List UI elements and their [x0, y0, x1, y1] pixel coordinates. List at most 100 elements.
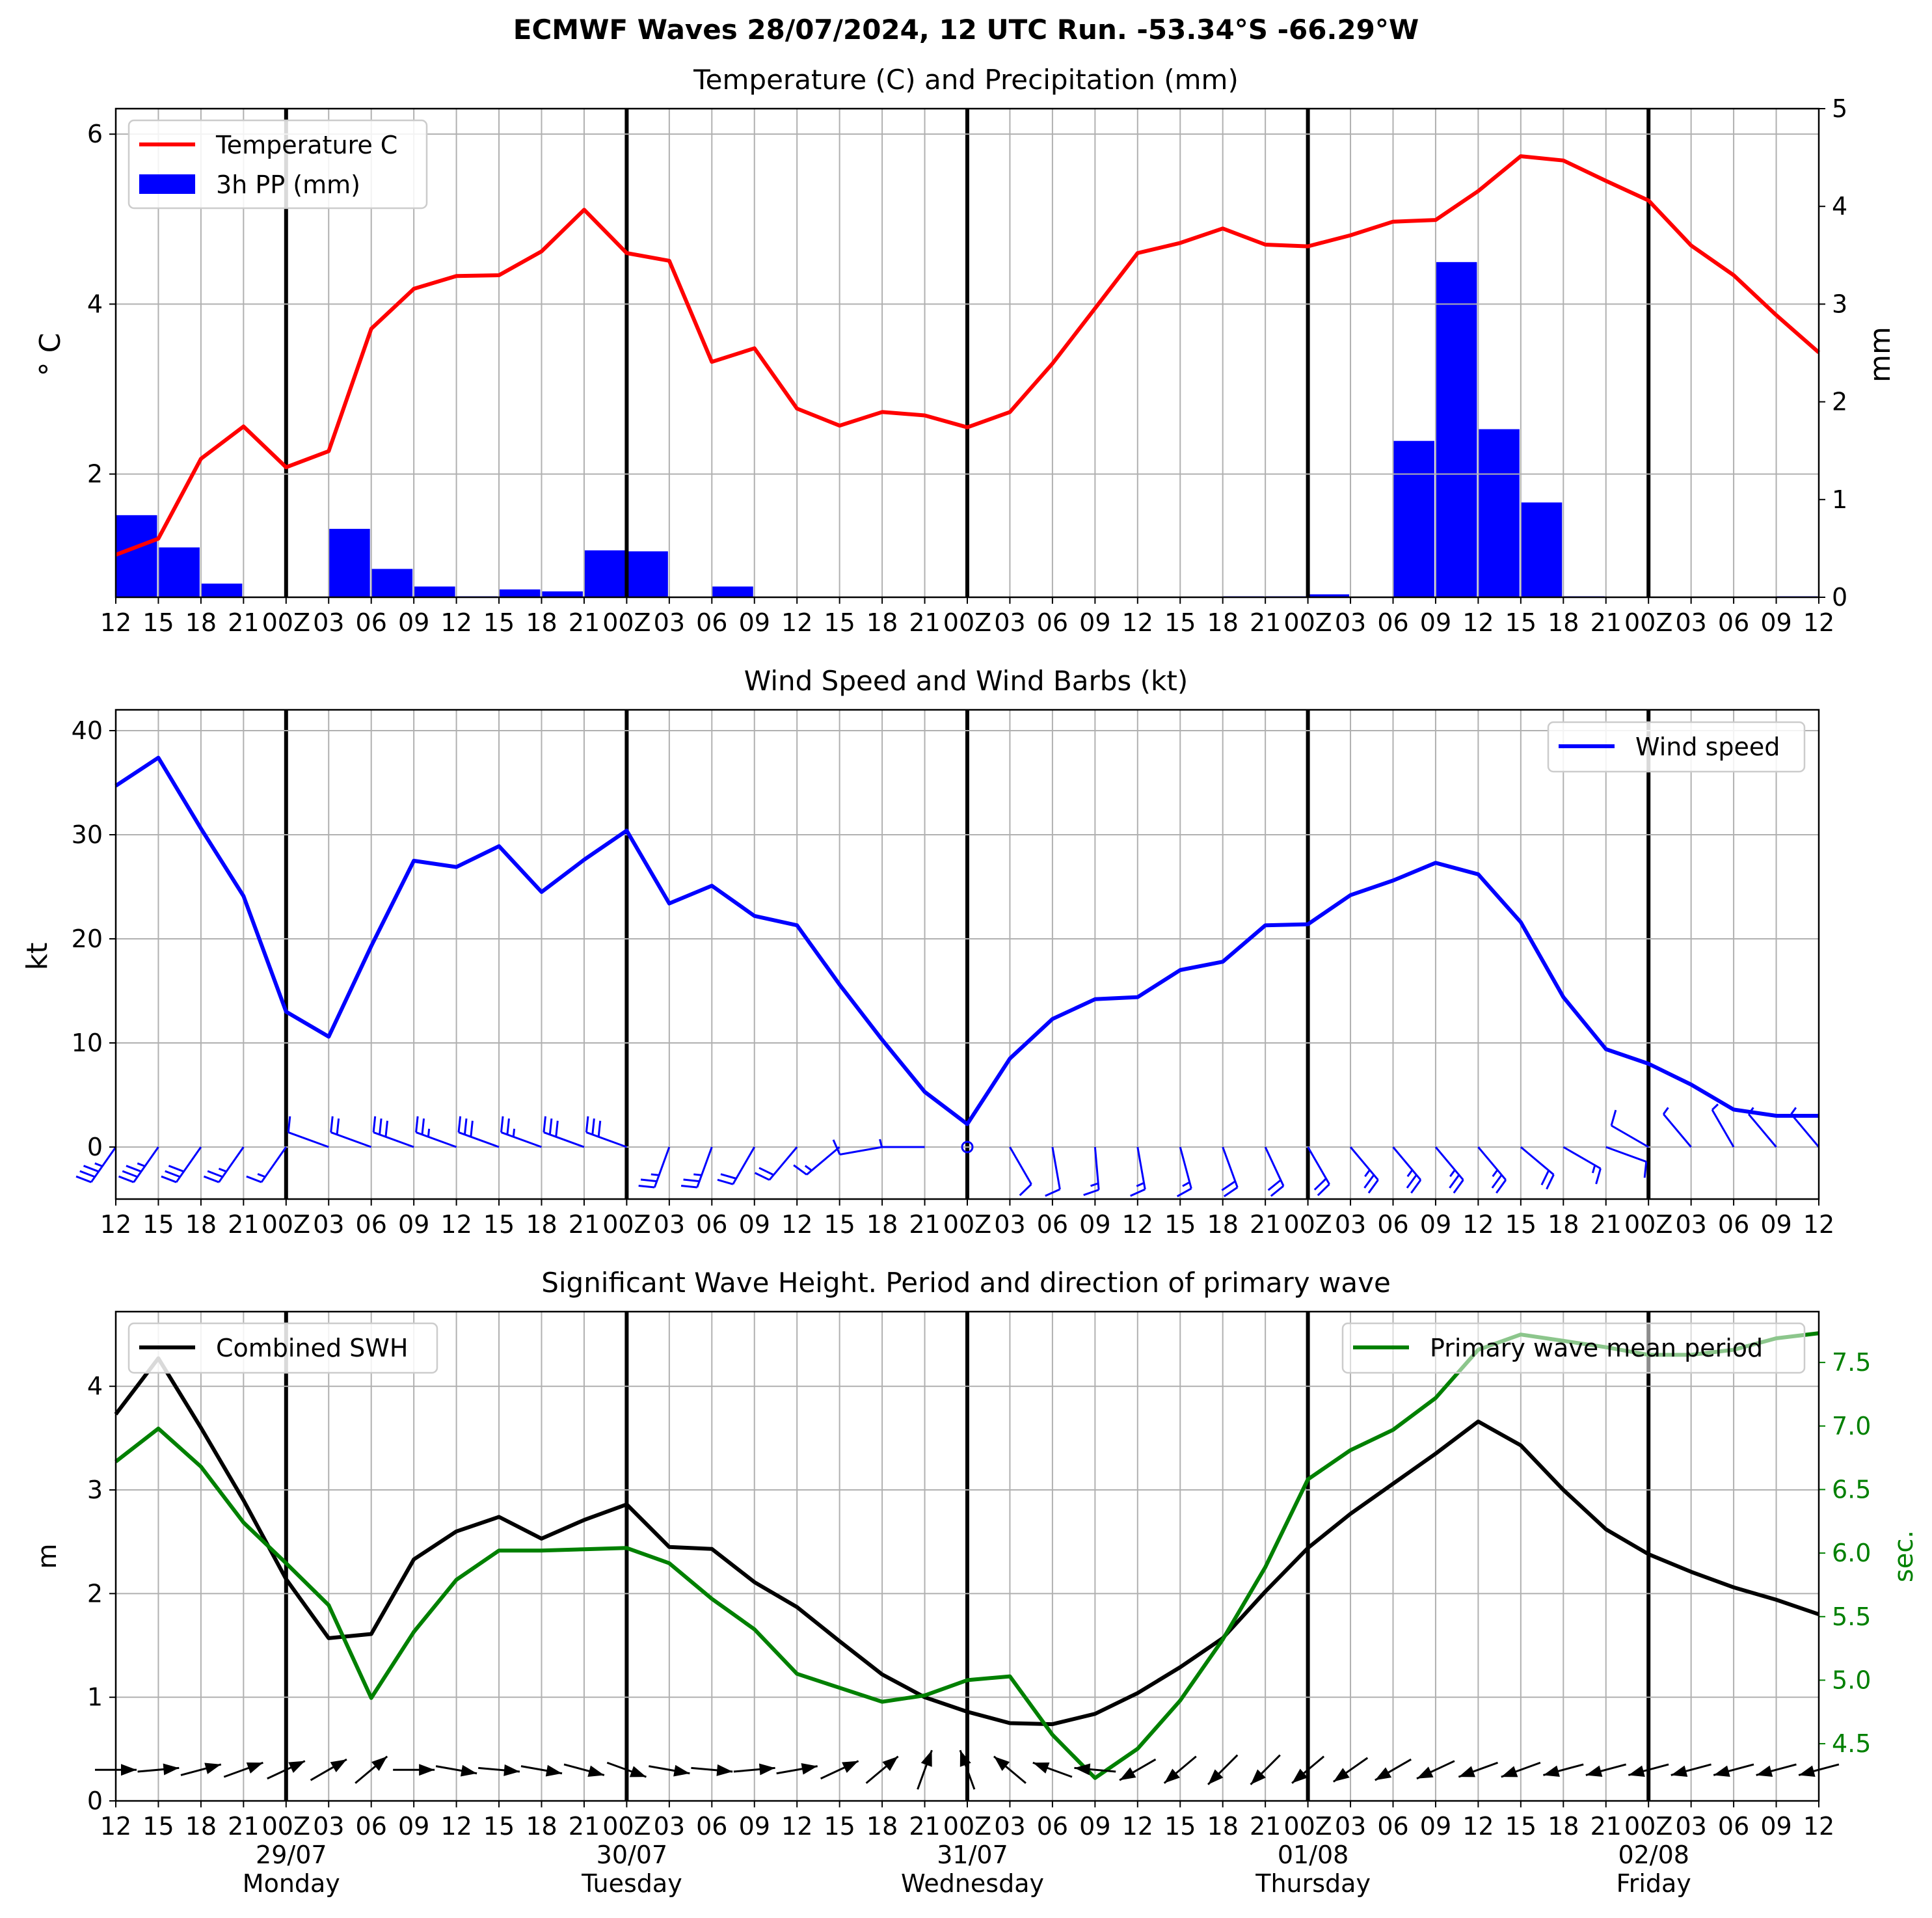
x-tick-label: 21: [228, 1210, 259, 1239]
x-tick-label: 06: [1377, 608, 1408, 637]
wind-barb-feather: [1270, 1185, 1284, 1197]
wave-direction-arrow: [1291, 1755, 1325, 1784]
wave-arrow-head: [993, 1756, 1010, 1771]
wind-barb: [1349, 1146, 1379, 1194]
wave-arrow-head: [882, 1756, 898, 1771]
wind-barb-feather: [1019, 1183, 1032, 1196]
wind-barb-shaft: [1051, 1146, 1061, 1190]
wind-barb-shaft: [1009, 1146, 1032, 1185]
wind-barb: [415, 1116, 457, 1148]
wind-barb-feather: [161, 1175, 177, 1183]
x-tick-label: 15: [1164, 1210, 1196, 1239]
y-tick-label: 3: [87, 1476, 103, 1504]
wind-barb: [1434, 1146, 1464, 1194]
wind-barb: [1663, 1107, 1692, 1148]
wind-barb-feather: [463, 1118, 468, 1135]
x-tick-label: 03: [1675, 1812, 1706, 1841]
wind-barb-feather: [1610, 1109, 1617, 1126]
swh-line: [114, 1356, 1819, 1727]
wave-direction-arrow: [1585, 1763, 1627, 1777]
precip-bar: [200, 583, 243, 597]
panel-title-wind: Wind Speed and Wind Barbs (kt): [744, 665, 1188, 697]
wind-barb-feather: [591, 1118, 595, 1135]
wind-barb-feather: [1083, 1189, 1099, 1196]
wind-barb-shaft: [1520, 1146, 1555, 1176]
x-tick-label: 00Z: [1624, 1812, 1672, 1841]
precip-bar: [158, 547, 200, 597]
wind-barb-feather: [246, 1175, 262, 1183]
wave-direction-arrow: [223, 1761, 263, 1778]
wind-barb-feather: [638, 1184, 655, 1189]
y-right-tick-label: 5: [1832, 94, 1847, 123]
wind-barb-feather: [122, 1170, 138, 1178]
x-tick-label: 21: [1250, 1812, 1281, 1841]
x-tick-label: 06: [1718, 608, 1749, 637]
wave-arrow-head: [1250, 1769, 1266, 1785]
legend-swh: Combined SWH: [127, 1322, 438, 1374]
wind-barb: [717, 1146, 756, 1185]
wind-barb: [1392, 1146, 1422, 1194]
wind-barb: [793, 1146, 840, 1176]
precip-bar: [1393, 440, 1434, 597]
x-tick-label: 21: [569, 1210, 600, 1239]
x-tick-label: 15: [142, 1210, 174, 1239]
wind-barb-feather: [1367, 1179, 1379, 1194]
precip-bar: [1520, 502, 1563, 597]
wind-barb: [1790, 1107, 1820, 1148]
wind-barb-feather: [793, 1164, 807, 1176]
x-tick-label: 12: [440, 608, 472, 637]
x-tick-label: 03: [654, 1812, 685, 1841]
wind-barb-shaft: [288, 1131, 329, 1148]
wave-arrow-head: [1799, 1765, 1816, 1777]
x-tick-label: 09: [1079, 1812, 1110, 1841]
wind-barb-half-feather: [512, 1128, 516, 1137]
wave-arrow-head: [629, 1766, 647, 1777]
wind-barb-shaft: [806, 1146, 840, 1176]
x-tick-label: 06: [696, 1812, 727, 1841]
wind-barb-feather: [1267, 1179, 1281, 1191]
x-tick-label: 18: [1548, 1812, 1579, 1841]
x-tick-label: 09: [1079, 608, 1110, 637]
legend-label-period: Primary wave mean period: [1430, 1334, 1763, 1362]
plot-frame-temperature: [114, 107, 1820, 599]
wind-barb-shaft: [768, 1146, 798, 1181]
wave-arrow-head: [1032, 1763, 1050, 1774]
wind-barb-feather: [1221, 1180, 1236, 1191]
wind-barb-feather: [207, 1170, 223, 1178]
legend-label-temperature: Temperature C: [215, 131, 397, 159]
x-tick-label: 18: [1207, 1812, 1239, 1841]
wind-barb: [1477, 1146, 1507, 1194]
x-tick-label: 00Z: [262, 1812, 310, 1841]
wave-direction-arrow: [1163, 1755, 1197, 1784]
wind-barb-feather: [1176, 1187, 1192, 1198]
wave-direction-arrow: [649, 1764, 690, 1777]
x-tick-label: 15: [824, 608, 855, 637]
x-tick-label: 00Z: [602, 1812, 651, 1841]
wind-barb-feather: [336, 1118, 340, 1135]
wind-barb-half-feather: [1663, 1107, 1669, 1115]
wave-direction-arrow: [1628, 1763, 1669, 1777]
wind-barb-shaft: [90, 1146, 117, 1183]
wind-barb-feather: [585, 1116, 589, 1133]
wind-barb-half-feather: [137, 1162, 146, 1167]
wind-barb-shaft: [1392, 1146, 1422, 1181]
precip-bar: [626, 551, 668, 597]
wind-barb-feather: [1130, 1188, 1146, 1197]
precip-bar: [116, 515, 157, 597]
wave-direction-arrow: [435, 1764, 477, 1777]
x-tick-label: 18: [1548, 608, 1579, 637]
wind-barb-feather: [470, 1120, 474, 1137]
x-tick-label: 12: [1122, 1812, 1153, 1841]
wave-arrow-head: [1585, 1765, 1603, 1777]
x-tick-label: 18: [185, 608, 217, 637]
precip-bar: [371, 569, 413, 597]
wind-barb-half-feather: [1492, 1169, 1499, 1178]
y-right-tick-label: 7.5: [1832, 1348, 1871, 1377]
wave-arrow-head: [1670, 1765, 1688, 1777]
wave-arrow-head: [842, 1761, 859, 1773]
wind-barb-shaft: [330, 1131, 372, 1148]
wind-barb-shaft: [1711, 1109, 1735, 1148]
day-label-date: 29/07: [256, 1841, 327, 1869]
